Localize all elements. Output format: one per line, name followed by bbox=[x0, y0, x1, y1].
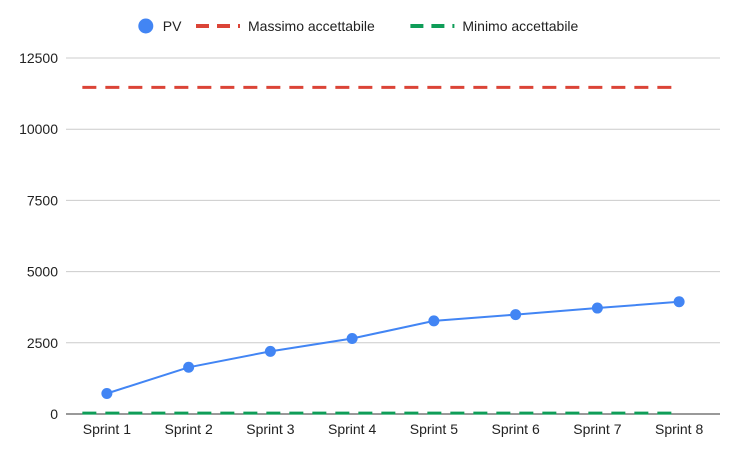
y-tick-label: 0 bbox=[50, 406, 58, 422]
y-tick-label: 7500 bbox=[27, 192, 58, 208]
series-pv bbox=[101, 296, 685, 399]
legend-label: PV bbox=[163, 18, 182, 34]
legend: PV Massimo accettabile Minimo accettabile bbox=[138, 18, 579, 34]
pv-point[interactable] bbox=[264, 345, 276, 357]
y-tick-label: 2500 bbox=[27, 335, 58, 351]
y-axis-tick-labels: 0 2500 5000 7500 10000 12500 bbox=[19, 50, 58, 422]
x-tick-label: Sprint 5 bbox=[410, 421, 458, 437]
legend-label: Minimo accettabile bbox=[462, 18, 578, 34]
y-tick-label: 12500 bbox=[19, 50, 58, 66]
x-tick-label: Sprint 7 bbox=[573, 421, 621, 437]
y-tick-label: 5000 bbox=[27, 264, 58, 280]
pv-point[interactable] bbox=[346, 333, 358, 345]
pv-point[interactable] bbox=[591, 302, 603, 314]
x-tick-label: Sprint 4 bbox=[328, 421, 376, 437]
legend-item-massimo-accettabile[interactable]: Massimo accettabile bbox=[196, 18, 375, 34]
x-tick-label: Sprint 3 bbox=[246, 421, 294, 437]
y-tick-label: 10000 bbox=[19, 121, 58, 137]
legend-label: Massimo accettabile bbox=[248, 18, 375, 34]
x-tick-label: Sprint 1 bbox=[83, 421, 131, 437]
x-tick-label: Sprint 6 bbox=[492, 421, 540, 437]
x-tick-label: Sprint 2 bbox=[165, 421, 213, 437]
legend-item-pv[interactable]: PV bbox=[138, 18, 182, 34]
pv-point[interactable] bbox=[183, 361, 195, 373]
x-tick-label: Sprint 8 bbox=[655, 421, 703, 437]
x-axis-tick-labels: Sprint 1 Sprint 2 Sprint 3 Sprint 4 Sprint 5… bbox=[83, 421, 704, 437]
legend-swatch bbox=[138, 18, 154, 34]
legend-item-minimo-accettabile[interactable]: Minimo accettabile bbox=[410, 18, 579, 34]
pv-line bbox=[106, 300, 680, 395]
gridlines bbox=[66, 57, 720, 415]
pv-point[interactable] bbox=[510, 309, 522, 321]
pv-point[interactable] bbox=[673, 296, 685, 308]
pv-point[interactable] bbox=[428, 315, 440, 327]
pv-point[interactable] bbox=[101, 387, 113, 399]
series-layer bbox=[82, 85, 685, 415]
